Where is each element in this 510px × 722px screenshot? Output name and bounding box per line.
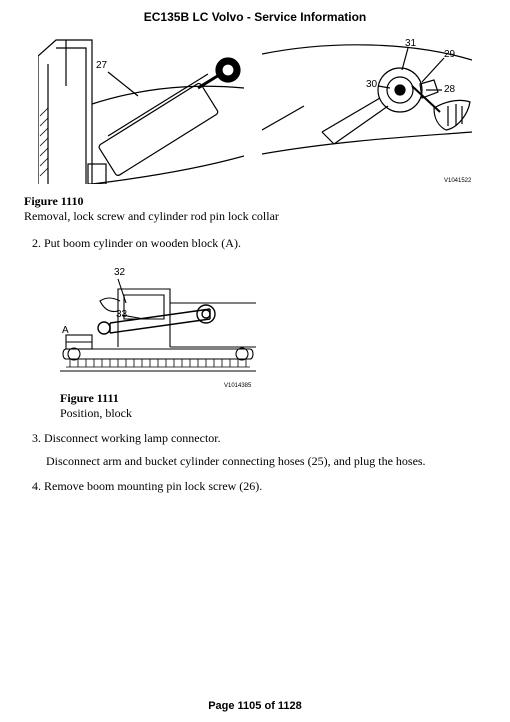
figure-1111-block: 32 33 A V1014385 Figure 1111 Position, b…	[24, 259, 486, 421]
step-3-text: Disconnect working lamp connector.	[44, 431, 221, 445]
step-4-num: 4.	[32, 479, 41, 493]
figure-1110-right: 31 29 30 28 V1041522	[262, 36, 472, 184]
step-3: 3. Disconnect working lamp connector.	[24, 431, 486, 446]
page-footer: Page 1105 of 1128	[0, 700, 510, 712]
callout-A: A	[62, 325, 69, 336]
step-2-num: 2.	[32, 236, 41, 250]
header-title: EC135B LC Volvo - Service Information	[144, 10, 367, 24]
figure-1110-caption: Removal, lock screw and cylinder rod pin…	[24, 209, 486, 224]
callout-28: 28	[444, 84, 456, 95]
body-section: Figure 1110 Removal, lock screw and cyli…	[0, 184, 510, 494]
callout-27: 27	[96, 60, 108, 71]
procedure-steps: 2. Put boom cylinder on wooden block (A)…	[24, 236, 486, 251]
callout-33: 33	[116, 309, 128, 320]
figure-1110-left: 27	[38, 36, 244, 184]
procedure-steps-cont: 3. Disconnect working lamp connector. Di…	[24, 431, 486, 494]
step-3-cont: Disconnect arm and bucket cylinder conne…	[24, 454, 486, 469]
step-4-text: Remove boom mounting pin lock screw (26)…	[44, 479, 262, 493]
callout-30: 30	[366, 79, 378, 90]
figure-1110-drawings: 27	[0, 36, 510, 184]
img-id-1111: V1014385	[224, 383, 252, 389]
figure-1110-label: Figure 1110	[24, 194, 486, 209]
step-4: 4. Remove boom mounting pin lock screw (…	[24, 479, 486, 494]
img-id-right: V1041522	[444, 178, 472, 184]
page-header: EC135B LC Volvo - Service Information	[0, 0, 510, 36]
callout-29: 29	[444, 49, 456, 60]
fig1110-left-svg: 27	[38, 36, 244, 184]
step-2: 2. Put boom cylinder on wooden block (A)…	[24, 236, 486, 251]
step-3-num: 3.	[32, 431, 41, 445]
figure-1111-caption: Position, block	[60, 406, 256, 421]
fig1111-svg: 32 33 A V1014385	[60, 259, 256, 389]
callout-32: 32	[114, 267, 126, 278]
step-2-text: Put boom cylinder on wooden block (A).	[44, 236, 241, 250]
figure-1111-label: Figure 1111	[60, 391, 256, 406]
callout-31: 31	[405, 38, 417, 49]
fig1110-right-svg: 31 29 30 28 V1041522	[262, 36, 472, 184]
footer-text: Page 1105 of 1128	[208, 700, 302, 712]
